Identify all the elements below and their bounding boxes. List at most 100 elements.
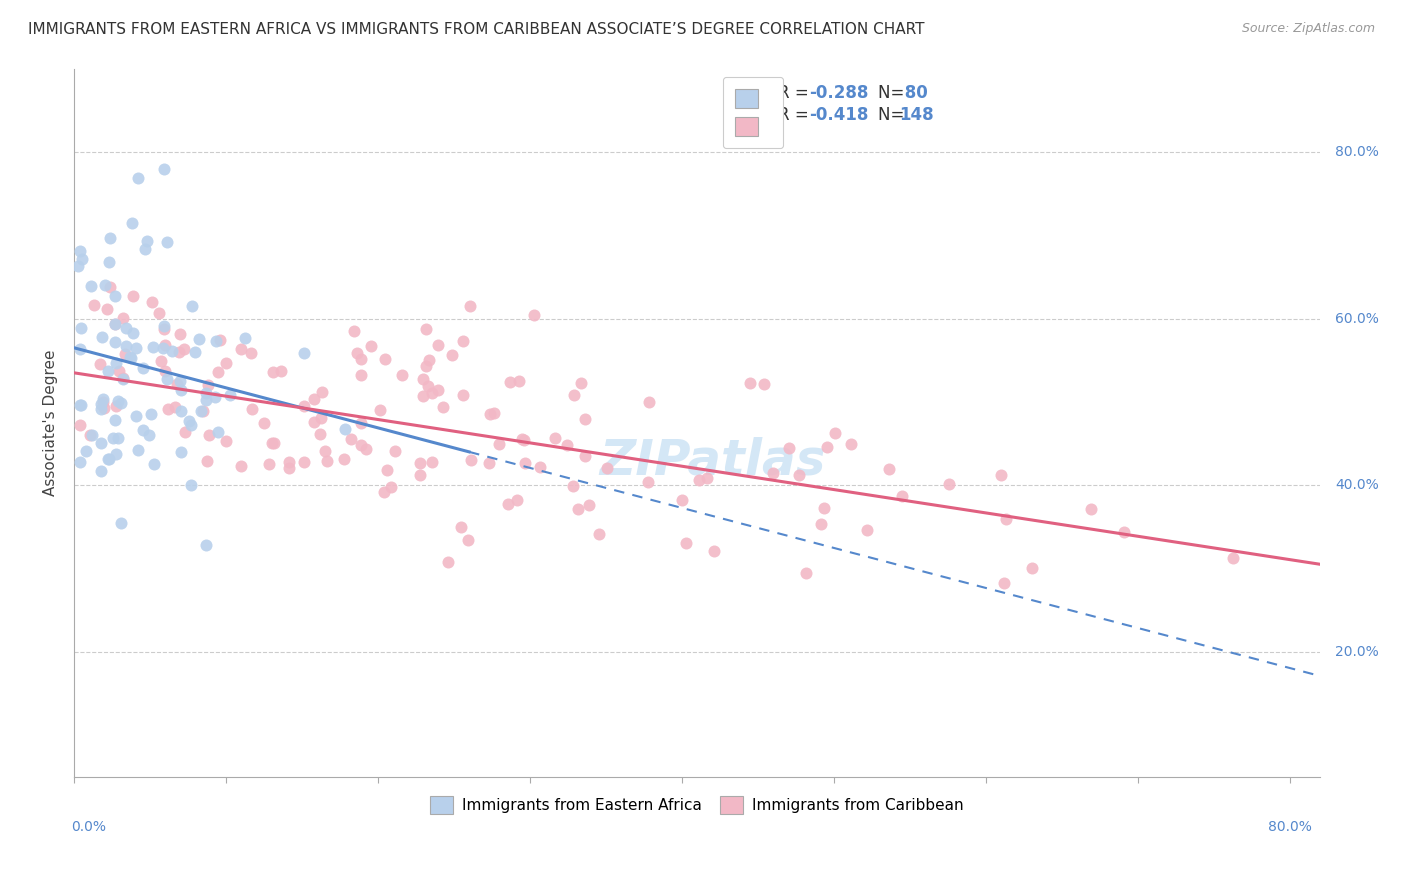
Point xyxy=(391,368,413,383)
Point xyxy=(90,436,112,450)
Point xyxy=(578,498,600,512)
Point xyxy=(574,412,596,426)
Point xyxy=(270,364,292,378)
Point xyxy=(259,457,281,471)
Point xyxy=(127,442,149,457)
Point xyxy=(98,231,121,245)
Point xyxy=(333,451,356,466)
Point xyxy=(90,330,112,344)
Point xyxy=(191,403,214,417)
Point xyxy=(69,244,91,258)
Point xyxy=(450,520,472,534)
Point xyxy=(995,512,1018,526)
Point xyxy=(333,422,356,436)
Point xyxy=(588,527,610,541)
Point xyxy=(302,392,325,406)
Point xyxy=(180,418,202,433)
Point xyxy=(309,426,332,441)
Point xyxy=(207,425,229,439)
Point xyxy=(356,442,378,457)
Point xyxy=(302,416,325,430)
Point xyxy=(150,353,173,368)
Point xyxy=(155,337,177,351)
Point xyxy=(562,388,585,402)
Point xyxy=(817,440,839,454)
Point xyxy=(422,455,444,469)
Point xyxy=(127,170,149,185)
Point xyxy=(104,413,127,427)
Point xyxy=(231,458,253,473)
Point xyxy=(111,372,134,386)
Point xyxy=(637,475,659,489)
Point xyxy=(218,387,240,401)
Point xyxy=(738,376,761,391)
Point xyxy=(90,396,112,410)
Point xyxy=(163,400,186,414)
Point xyxy=(368,403,391,417)
Point xyxy=(839,437,862,451)
Point xyxy=(69,398,91,412)
Point xyxy=(252,416,274,430)
Point xyxy=(523,309,546,323)
Text: 80.0%: 80.0% xyxy=(1268,820,1312,834)
Point xyxy=(596,460,619,475)
Point xyxy=(488,437,510,451)
Point xyxy=(451,388,474,402)
Point xyxy=(103,431,125,445)
Point xyxy=(460,452,482,467)
Text: R =: R = xyxy=(778,105,814,124)
Point xyxy=(1114,525,1136,540)
Point xyxy=(484,406,506,420)
Point xyxy=(153,319,176,334)
Point xyxy=(115,339,138,353)
Point xyxy=(562,479,585,493)
Point xyxy=(508,374,530,388)
Point xyxy=(703,543,725,558)
Point xyxy=(510,433,533,447)
Point xyxy=(104,335,127,350)
Point xyxy=(118,351,141,365)
Point xyxy=(239,346,262,360)
Point xyxy=(343,325,366,339)
Point xyxy=(160,343,183,358)
Text: R =: R = xyxy=(778,85,814,103)
Point xyxy=(311,385,333,400)
Point xyxy=(409,468,432,483)
Point xyxy=(188,332,211,346)
Point xyxy=(360,338,382,352)
Point xyxy=(195,392,218,407)
Point xyxy=(97,364,120,378)
Point xyxy=(427,384,450,398)
Point xyxy=(215,356,238,370)
Point xyxy=(418,352,440,367)
Point xyxy=(350,417,373,431)
Point xyxy=(91,395,114,409)
Point xyxy=(120,351,142,365)
Point xyxy=(180,477,202,491)
Point xyxy=(262,436,284,450)
Point xyxy=(148,306,170,320)
Point xyxy=(208,333,231,347)
Point xyxy=(156,235,179,249)
Point xyxy=(229,342,252,356)
Point xyxy=(1222,550,1244,565)
Point xyxy=(135,234,157,248)
Text: 80: 80 xyxy=(898,85,928,103)
Point xyxy=(152,341,174,355)
Point xyxy=(103,289,125,303)
Point xyxy=(166,376,188,391)
Point xyxy=(314,444,336,458)
Point xyxy=(350,438,373,452)
Point xyxy=(569,376,592,390)
Point xyxy=(156,372,179,386)
Point xyxy=(292,346,315,360)
Point xyxy=(96,301,118,316)
Point xyxy=(263,436,285,450)
Point xyxy=(696,471,718,485)
Point xyxy=(877,462,900,476)
Point xyxy=(496,497,519,511)
Point xyxy=(499,376,522,390)
Point xyxy=(177,414,200,428)
Point xyxy=(169,374,191,388)
Text: 20.0%: 20.0% xyxy=(1334,645,1379,659)
